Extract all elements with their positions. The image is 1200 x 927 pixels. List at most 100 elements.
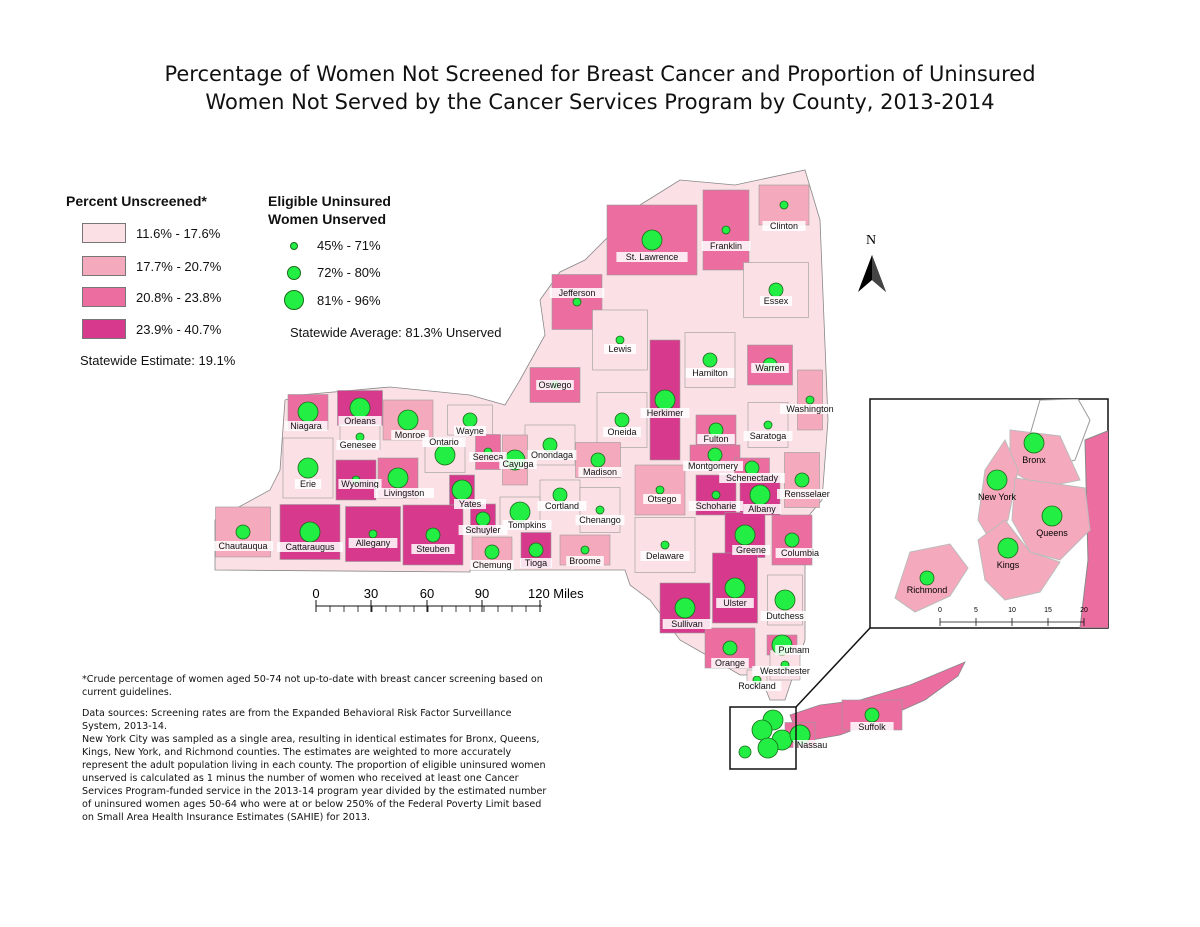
unserved-dot-ontario: [434, 444, 456, 466]
scale-tick-label: 0: [312, 586, 319, 601]
inset-scale-label: 20: [1080, 607, 1088, 614]
methodology: New York City was sampled as a single ar…: [82, 734, 547, 823]
inset-dot-kings: [997, 537, 1019, 559]
county-label-halo: [850, 722, 894, 732]
county-label-niagara: Niagara: [290, 421, 322, 431]
county-label-tompkins: Tompkins: [508, 520, 547, 530]
nyc-callout-dot: [738, 745, 752, 759]
unserved-legend-title: Eligible Uninsured Women Unserved: [268, 192, 391, 228]
county-label-seneca: Seneca: [473, 452, 504, 462]
county-label-fulton: Fulton: [703, 434, 728, 444]
county-label-cayuga: Cayuga: [502, 459, 533, 469]
county-label-halo: [499, 459, 537, 469]
unserved-dot-cattaraugus: [299, 521, 321, 543]
unserved-dot-allegany: [368, 529, 378, 539]
county-label-halo: [616, 252, 688, 262]
scale-tick-label: 90: [475, 586, 489, 601]
county-label-schuyler: Schuyler: [465, 525, 500, 535]
map-notes: *Crude percentage of women aged 50-74 no…: [82, 673, 552, 832]
county-label-delaware: Delaware: [646, 551, 684, 561]
footnote: *Crude percentage of women aged 50-74 no…: [82, 674, 543, 698]
county-label-washington: Washington: [786, 404, 833, 414]
inset-label-richmond: Richmond: [907, 585, 948, 595]
county-label-halo: [284, 421, 328, 431]
county-label-halo: [411, 544, 455, 554]
unserved-dot-lewis: [615, 335, 625, 345]
scale-tick-label: 30: [364, 586, 378, 601]
inset-label-kings: Kings: [997, 560, 1020, 570]
county-label-halo: [793, 740, 831, 750]
dot-wrap: [279, 265, 309, 280]
county-label-halo: [338, 479, 382, 489]
county-label-halo: [566, 556, 604, 566]
county-label-lewis: Lewis: [608, 344, 632, 354]
unserved-legend-item: 72% - 80%: [279, 265, 381, 280]
county-label-putnam: Putnam: [778, 645, 809, 655]
county-label-cattaraugus: Cattaraugus: [285, 542, 335, 552]
title-line-2: Women Not Served by the Cancer Services …: [205, 90, 995, 114]
unserved-dot-washington: [805, 395, 815, 405]
unserved-dot-clinton: [779, 200, 789, 210]
callout-connector-a: [795, 627, 871, 708]
county-label-rockland: Rockland: [738, 681, 776, 691]
county-label-albany: Albany: [748, 504, 776, 514]
county-label-essex: Essex: [764, 296, 789, 306]
county-label-halo: [643, 494, 681, 504]
unserved-dot-broome: [580, 545, 590, 555]
county-label-halo: [685, 368, 735, 378]
inset-scale-label: 5: [974, 607, 978, 614]
unserved-legend-title-line-1: Eligible Uninsured: [268, 193, 391, 209]
county-label-chenango: Chenango: [579, 515, 621, 525]
county-label-halo: [640, 408, 690, 418]
county-label-halo: [537, 501, 587, 511]
county-label-halo: [752, 666, 818, 676]
unserved-class-label: 81% - 96%: [317, 292, 381, 308]
inset-label-bronx: Bronx: [1022, 455, 1046, 465]
county-label-allegany: Allegany: [356, 538, 391, 548]
labels-layer: Clinton Franklin St. Lawrence Essex Jefferso…: [213, 221, 894, 750]
data-sources: Data sources: Screening rates are from t…: [82, 708, 512, 732]
north-arrow-icon: [858, 255, 886, 292]
dot-wrap: [279, 241, 309, 250]
county-label-halo: [743, 431, 793, 441]
inset-scale-label: 0: [938, 607, 942, 614]
inset-dot-richmond: [919, 570, 935, 586]
unserved-legend-item: 45% - 71%: [279, 238, 381, 253]
county-label-halo: [697, 434, 735, 444]
unserved-dot-steuben: [425, 527, 441, 543]
unserved-dot-yates: [451, 479, 473, 501]
unserved-dot-madison: [590, 452, 606, 468]
unserved-dot-chenango: [595, 505, 605, 515]
county-label-halo: [711, 658, 749, 668]
unserved-dot-schuyler: [475, 511, 491, 527]
county-label-yates: Yates: [459, 499, 482, 509]
county-label-halo: [277, 542, 343, 552]
county-label-halo: [374, 488, 434, 498]
nyc-callout-box: [729, 706, 797, 770]
county-label-halo: [502, 520, 552, 530]
nyc-callout-dot: [751, 719, 773, 741]
county-label-broome: Broome: [569, 556, 601, 566]
inset-scale-bar: 0 5 10 15 20: [938, 607, 1088, 626]
county-label-halo: [604, 344, 636, 354]
county-label-nassau: Nassau: [797, 740, 828, 750]
county-label-halo: [683, 461, 743, 471]
unserved-dot-greene: [734, 524, 756, 546]
county-label-halo: [348, 538, 398, 548]
north-label: N: [866, 233, 876, 248]
county-label-halo: [469, 452, 507, 462]
unserved-dot-chautauqua: [235, 524, 251, 540]
unscreened-legend-item: 20.8% - 23.8%: [82, 287, 221, 307]
unserved-dot-oneida: [614, 412, 630, 428]
county-label-rensselaer: Rensselaer: [784, 489, 830, 499]
county-label-halo: [662, 619, 712, 629]
title-line-1: Percentage of Women Not Screened for Bre…: [164, 62, 1036, 86]
unscreened-class-label: 20.8% - 23.8%: [136, 289, 222, 305]
county-label-halo: [422, 437, 466, 447]
nyc-inset: [869, 398, 1109, 629]
county-label-halo: [458, 525, 508, 535]
unserved-dot-franklin: [721, 225, 731, 235]
unserved-dot-dutchess: [774, 589, 796, 611]
county-label-halo: [454, 426, 486, 436]
county-label-cortland: Cortland: [545, 501, 579, 511]
